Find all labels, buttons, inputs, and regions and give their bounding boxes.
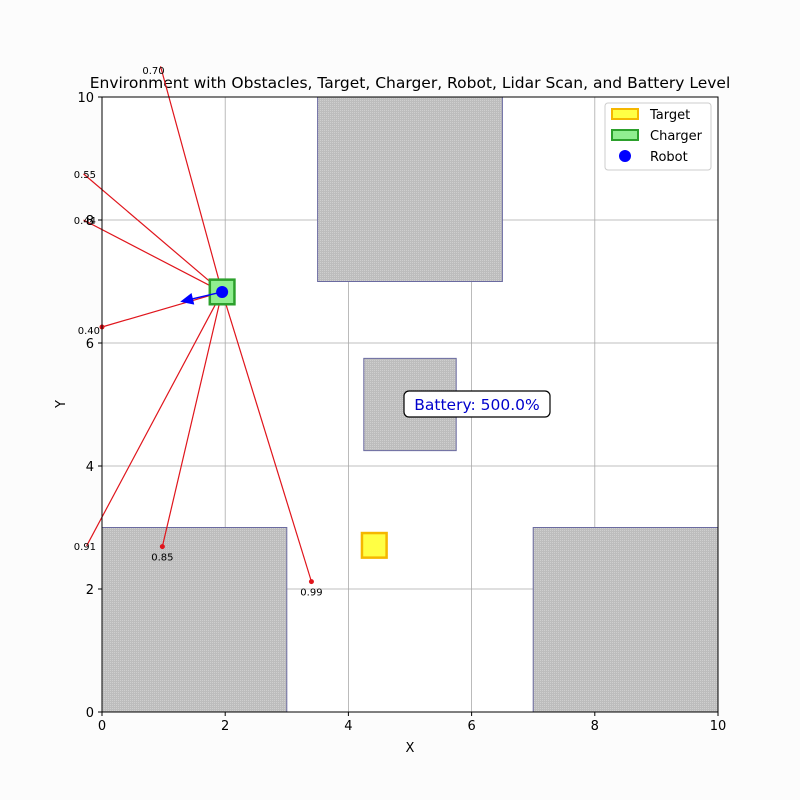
legend-swatch-charger <box>611 129 639 141</box>
obstacle <box>317 97 503 282</box>
robot-marker <box>216 285 229 298</box>
y-tick-label: 8 <box>86 214 94 229</box>
x-tick-label: 0 <box>98 719 106 734</box>
legend-swatch-robot <box>619 150 631 162</box>
obstacle <box>102 527 288 712</box>
axis-ticks: 0 2 4 6 8 10 0 2 4 6 8 10 <box>77 91 726 734</box>
obstacle <box>532 527 718 712</box>
legend-swatch-target <box>611 108 639 120</box>
lidar-beam <box>86 291 223 547</box>
lidar-distance-label: 0.70 <box>142 66 164 77</box>
lidar-hit-point <box>308 579 314 585</box>
legend-label-charger: Charger <box>650 129 703 144</box>
lidar-beam <box>83 173 223 293</box>
lidar-beam <box>159 66 223 293</box>
lidar-distance-label: 0.85 <box>151 553 173 564</box>
lidar-beam <box>101 291 223 328</box>
lidar-distance-label: 0.55 <box>74 170 96 181</box>
x-tick-label: 6 <box>467 719 475 734</box>
y-tick-label: 4 <box>86 460 94 475</box>
chart-title: Environment with Obstacles, Target, Char… <box>90 74 731 92</box>
y-tick-label: 0 <box>86 706 94 721</box>
legend-label-target: Target <box>649 108 690 123</box>
lidar-beam <box>161 291 223 547</box>
markers-layer <box>180 278 388 559</box>
obstacles-layer <box>102 97 718 712</box>
lidar-hit-point <box>159 544 165 550</box>
lidar-distance-label: 0.91 <box>74 542 96 553</box>
lidar-distance-label: 0.40 <box>78 326 100 337</box>
legend: Target Charger Robot <box>604 102 712 171</box>
battery-text: Battery: 500.0% <box>414 396 540 414</box>
battery-box <box>403 390 551 418</box>
x-axis-label: X <box>406 741 415 756</box>
x-tick-label: 2 <box>221 719 229 734</box>
lidar-layer: 0.70 0.55 0.44 0.40 0.91 0.85 0.99 <box>74 66 323 599</box>
x-tick-label: 8 <box>591 719 599 734</box>
plot-frame <box>101 96 719 713</box>
lidar-distance-label: 0.99 <box>300 588 322 599</box>
y-axis-label: Y <box>54 400 69 409</box>
x-tick-label: 10 <box>710 719 727 734</box>
y-tick-label: 6 <box>86 337 94 352</box>
target-marker <box>360 531 388 559</box>
legend-label-robot: Robot <box>650 150 688 165</box>
lidar-beam <box>221 291 313 582</box>
lidar-beam <box>83 219 223 293</box>
battery-annotation: Battery: 500.0% <box>403 390 551 418</box>
y-tick-label: 10 <box>77 91 94 106</box>
robot-heading-arrow <box>180 292 195 305</box>
x-tick-label: 4 <box>344 719 352 734</box>
y-tick-label: 2 <box>86 583 94 598</box>
lidar-distance-label: 0.44 <box>74 216 96 227</box>
